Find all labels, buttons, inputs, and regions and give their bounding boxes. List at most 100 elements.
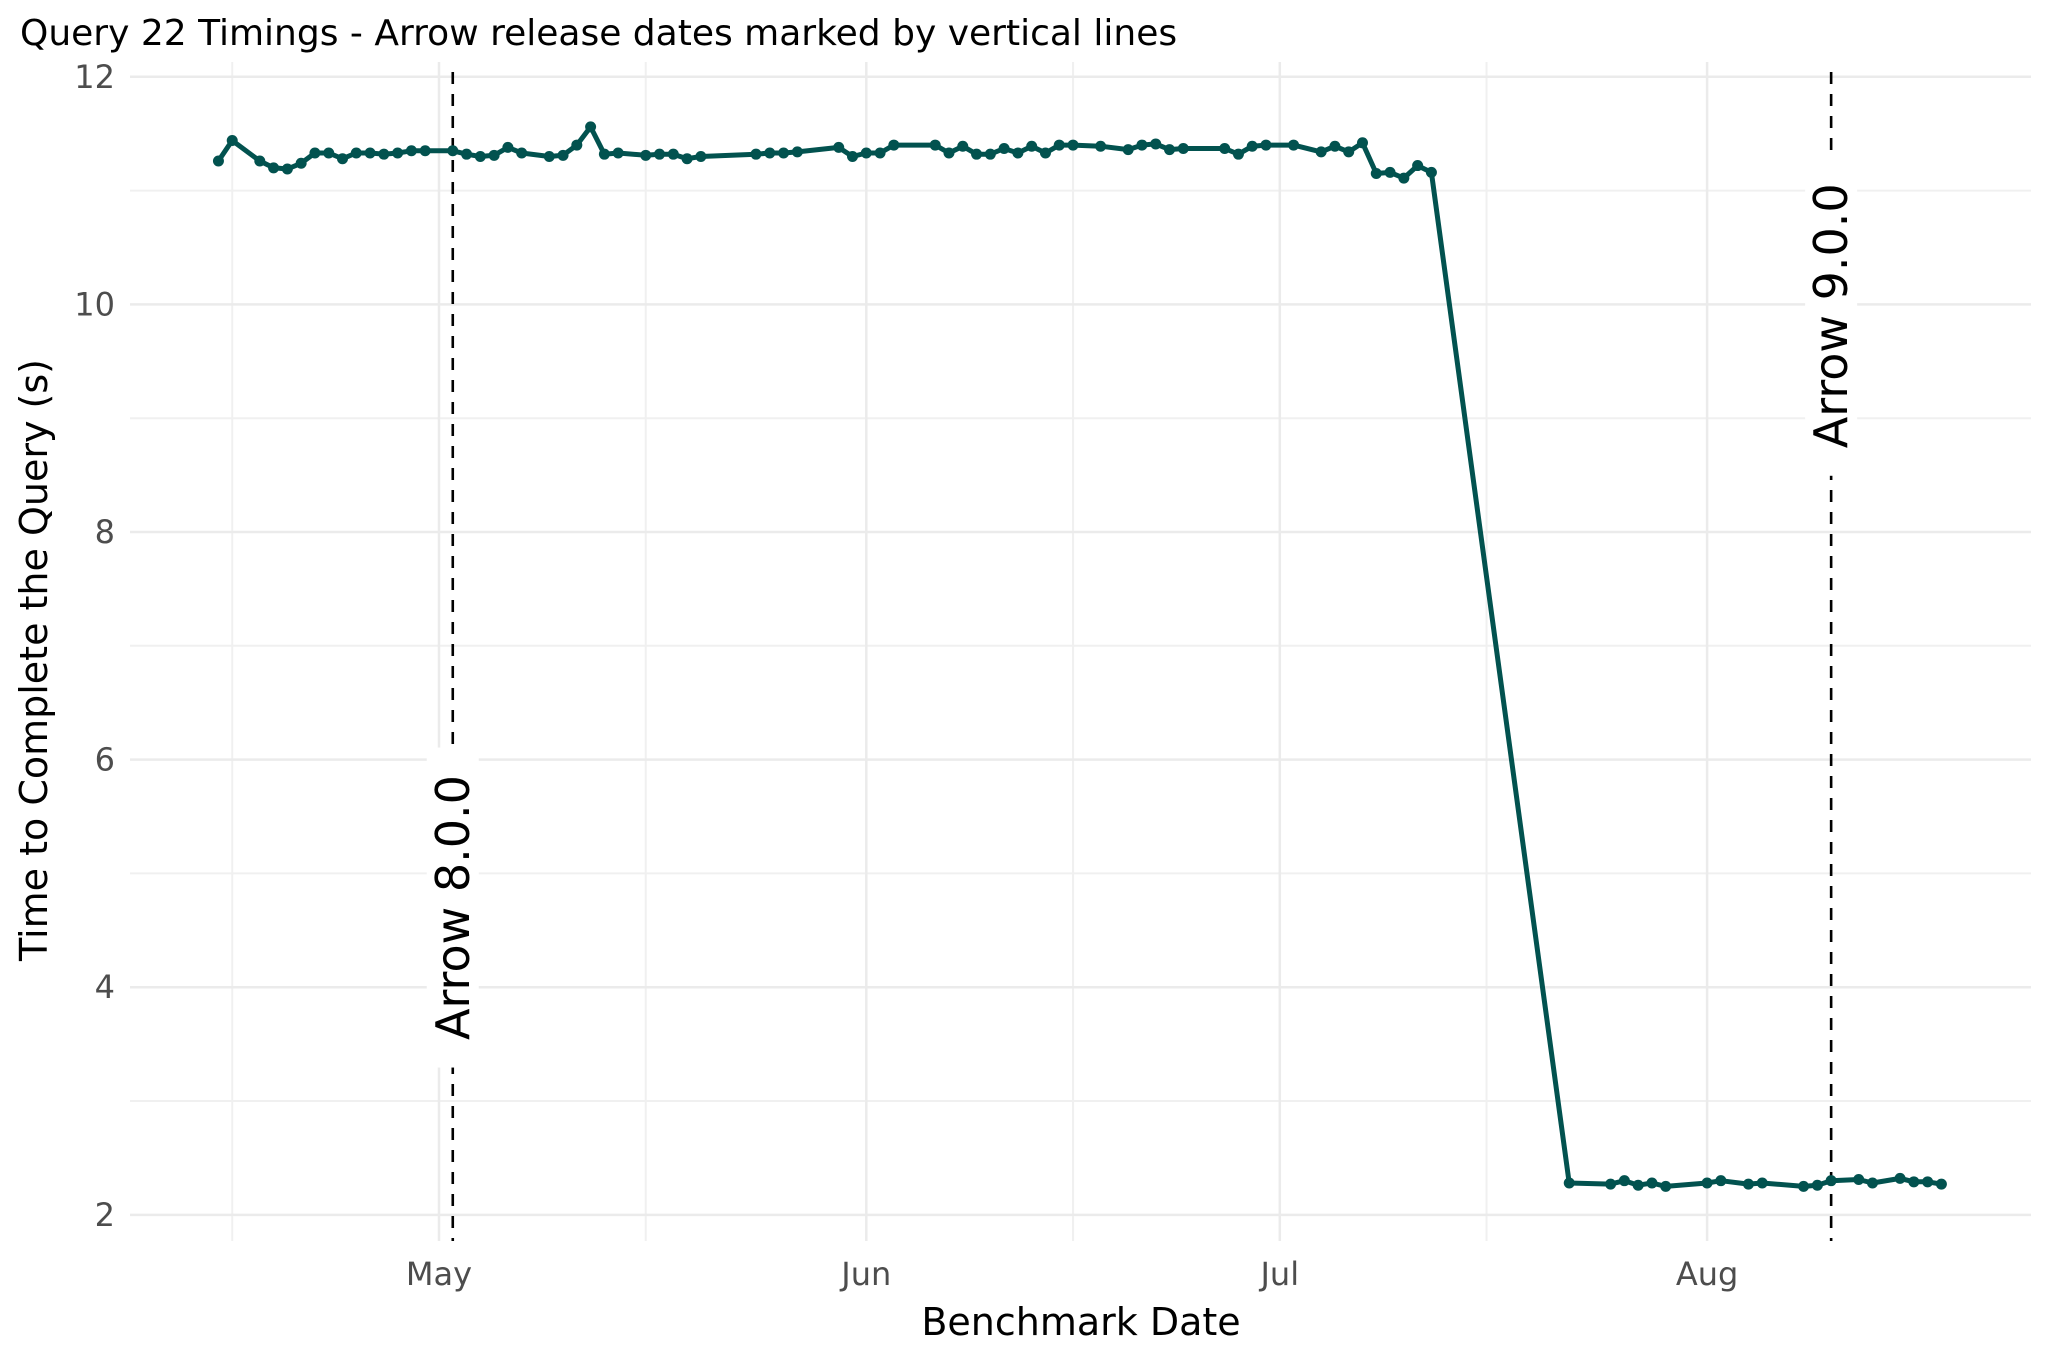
data-point [846, 150, 858, 162]
data-point [1177, 142, 1189, 154]
data-point [1798, 1180, 1810, 1192]
data-point [1412, 160, 1424, 172]
release-labels: Arrow 8.0.0 Arrow 9.0.0 [426, 155, 1858, 1068]
x-tick-label: May [406, 1255, 472, 1293]
data-point [1866, 1177, 1878, 1189]
x-tick-label: Jul [1258, 1255, 1299, 1293]
data-point [1315, 146, 1327, 158]
data-point [1356, 137, 1368, 149]
data-point [1715, 1175, 1727, 1187]
data-point [1246, 140, 1258, 152]
data-point [1756, 1177, 1768, 1189]
data-point [1605, 1178, 1617, 1190]
data-point [405, 145, 417, 157]
data-point [695, 150, 707, 162]
data-point [474, 150, 486, 162]
x-axis-label: Benchmark Date [921, 1300, 1240, 1344]
data-point [1150, 138, 1162, 150]
data-point [1232, 148, 1244, 160]
data-point [392, 147, 404, 159]
data-point [557, 149, 569, 161]
release-label: Arrow 8.0.0 [426, 775, 480, 1040]
release-label-background [1805, 155, 1858, 476]
data-point [502, 141, 514, 153]
data-point [1563, 1177, 1575, 1189]
data-point [281, 163, 293, 175]
data-point [364, 147, 376, 159]
data-point [1343, 146, 1355, 158]
data-point [1012, 147, 1024, 159]
data-point [1039, 147, 1051, 159]
data-point [667, 148, 679, 160]
data-point [640, 149, 652, 161]
data-point [309, 147, 321, 159]
release-label-background [426, 747, 479, 1068]
data-point [1618, 1175, 1630, 1187]
data-point [971, 148, 983, 160]
y-tick-label: 8 [95, 513, 115, 551]
series [212, 121, 1947, 1192]
data-point [1646, 1177, 1658, 1189]
data-point [1811, 1179, 1823, 1191]
y-tick-label: 12 [74, 58, 115, 96]
y-axis-ticks: 2 4 6 8 10 12 [74, 58, 115, 1234]
data-point [998, 142, 1010, 154]
data-point [447, 145, 459, 157]
data-point [1894, 1172, 1906, 1184]
data-point [1370, 168, 1382, 180]
data-point [323, 147, 335, 159]
data-point [1384, 166, 1396, 178]
data-point [1660, 1180, 1672, 1192]
data-point [929, 139, 941, 151]
y-tick-label: 10 [74, 285, 115, 323]
data-point [1853, 1174, 1865, 1186]
y-tick-label: 6 [95, 741, 115, 779]
data-point [1260, 139, 1272, 151]
data-point [833, 141, 845, 153]
data-point [1908, 1176, 1920, 1188]
data-point [461, 148, 473, 160]
data-point [778, 147, 790, 159]
data-point [571, 139, 583, 151]
data-point [1398, 172, 1410, 184]
data-point [681, 153, 693, 165]
data-point [874, 147, 886, 159]
data-point [860, 147, 872, 159]
data-point [750, 148, 762, 160]
data-point [888, 139, 900, 151]
data-point [1632, 1179, 1644, 1191]
data-point [585, 121, 597, 133]
data-point [336, 153, 348, 165]
data-point [378, 148, 390, 160]
data-point [516, 147, 528, 159]
data-point [1935, 1178, 1947, 1190]
data-point [1053, 139, 1065, 151]
data-point [598, 148, 610, 160]
data-point [612, 147, 624, 159]
data-point [1026, 140, 1038, 152]
data-point [295, 157, 307, 169]
data-point [764, 147, 776, 159]
data-point [1329, 140, 1341, 152]
data-point [488, 149, 500, 161]
data-point [1701, 1177, 1713, 1189]
release-lines [451, 72, 1833, 1241]
data-point [957, 140, 969, 152]
x-axis-ticks: May Jun Jul Aug [406, 1255, 1738, 1293]
data-point [268, 162, 280, 174]
data-point [1136, 139, 1148, 151]
data-point [419, 145, 431, 157]
data-point [226, 135, 238, 147]
data-point [1219, 142, 1231, 154]
grid [130, 62, 2031, 1241]
release-label: Arrow 9.0.0 [1804, 183, 1858, 448]
data-point [1122, 144, 1134, 156]
data-point [1288, 139, 1300, 151]
data-point [1742, 1178, 1754, 1190]
data-point [791, 146, 803, 158]
data-point [984, 148, 996, 160]
data-point [1095, 140, 1107, 152]
data-point [943, 147, 955, 159]
chart-title: Query 22 Timings - Arrow release dates m… [20, 13, 1177, 54]
